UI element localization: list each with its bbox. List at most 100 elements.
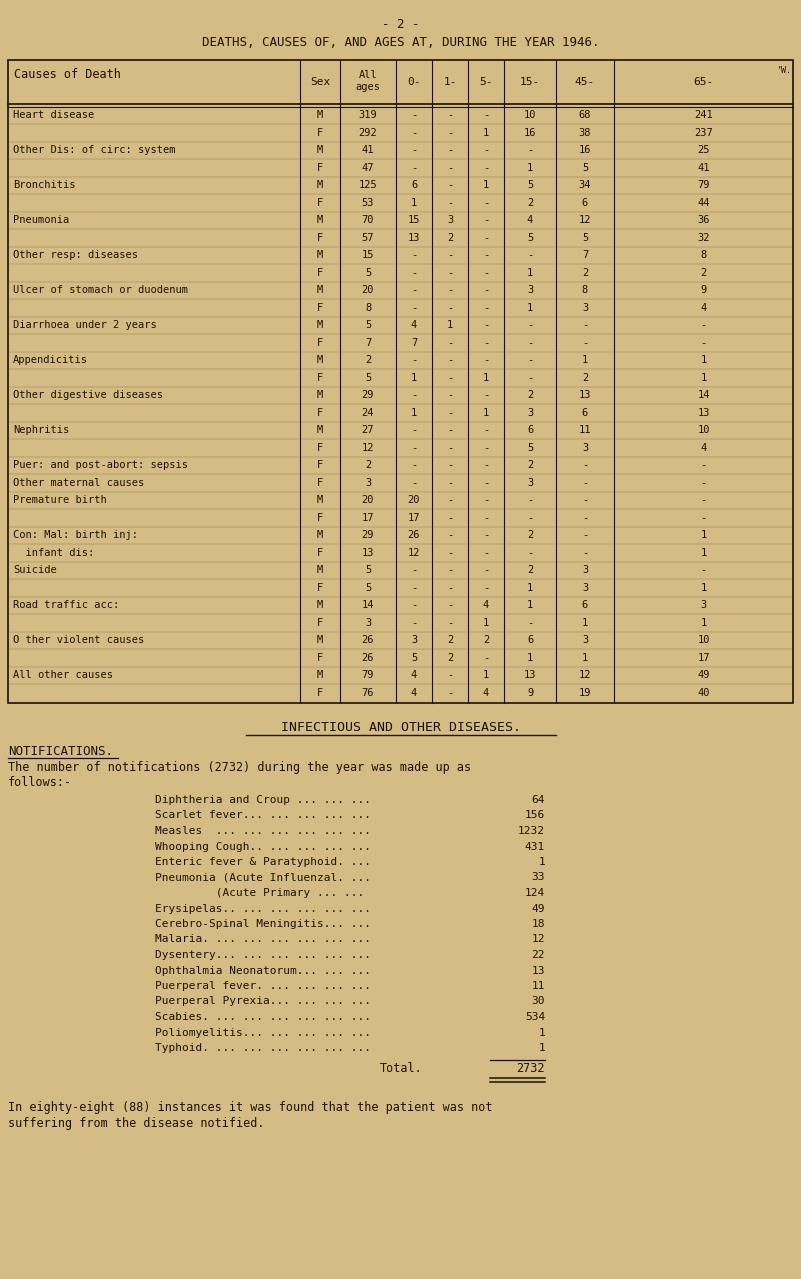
Text: -: - xyxy=(483,513,489,523)
Text: 3: 3 xyxy=(582,583,588,592)
Text: Typhoid. ... ... ... ... ... ...: Typhoid. ... ... ... ... ... ... xyxy=(155,1042,371,1053)
Text: -: - xyxy=(447,565,453,576)
Text: -: - xyxy=(483,162,489,173)
Text: -: - xyxy=(527,338,533,348)
Text: 2: 2 xyxy=(527,565,533,576)
Text: 65-: 65- xyxy=(694,77,714,87)
Text: -: - xyxy=(447,688,453,698)
Text: 1-: 1- xyxy=(443,77,457,87)
Text: M: M xyxy=(317,215,323,225)
Text: 3: 3 xyxy=(365,478,371,487)
Text: F: F xyxy=(317,303,323,313)
Text: INFECTIOUS AND OTHER DISEASES.: INFECTIOUS AND OTHER DISEASES. xyxy=(281,721,521,734)
Text: 2: 2 xyxy=(447,636,453,645)
Text: 0-: 0- xyxy=(407,77,421,87)
Text: 2: 2 xyxy=(365,356,371,366)
Text: 8: 8 xyxy=(700,251,706,260)
Text: F: F xyxy=(317,478,323,487)
Text: -: - xyxy=(447,128,453,138)
Text: 1: 1 xyxy=(700,547,706,558)
Text: NOTIFICATIONS.: NOTIFICATIONS. xyxy=(8,744,113,758)
Text: 2: 2 xyxy=(527,198,533,207)
Text: 1: 1 xyxy=(582,652,588,663)
Text: 26: 26 xyxy=(362,652,374,663)
Text: -: - xyxy=(483,583,489,592)
Text: M: M xyxy=(317,636,323,645)
Text: 12: 12 xyxy=(408,547,421,558)
Text: Puerperal Pyrexia... ... ... ...: Puerperal Pyrexia... ... ... ... xyxy=(155,996,371,1007)
Text: 16: 16 xyxy=(524,128,536,138)
Text: F: F xyxy=(317,233,323,243)
Text: -: - xyxy=(411,478,417,487)
Text: 10: 10 xyxy=(524,110,536,120)
Text: -: - xyxy=(483,251,489,260)
Text: 2: 2 xyxy=(527,531,533,540)
Text: -: - xyxy=(483,531,489,540)
Text: Suicide: Suicide xyxy=(13,565,57,576)
Text: 156: 156 xyxy=(525,811,545,821)
Text: 14: 14 xyxy=(362,600,374,610)
Text: Poliomyelitis... ... ... ... ...: Poliomyelitis... ... ... ... ... xyxy=(155,1027,371,1037)
Text: 1: 1 xyxy=(700,372,706,382)
Text: follows:-: follows:- xyxy=(8,776,72,789)
Text: 3: 3 xyxy=(365,618,371,628)
Text: Whooping Cough.. ... ... ... ...: Whooping Cough.. ... ... ... ... xyxy=(155,842,371,852)
Text: -: - xyxy=(411,390,417,400)
Text: 1: 1 xyxy=(527,162,533,173)
Text: -: - xyxy=(411,425,417,435)
Text: 17: 17 xyxy=(697,652,710,663)
Text: 2: 2 xyxy=(483,636,489,645)
Text: 13: 13 xyxy=(579,390,591,400)
Text: 1: 1 xyxy=(527,303,533,313)
Text: F: F xyxy=(317,338,323,348)
Text: 1: 1 xyxy=(700,531,706,540)
Text: 1: 1 xyxy=(538,857,545,867)
Text: Other digestive diseases: Other digestive diseases xyxy=(13,390,163,400)
Text: 76: 76 xyxy=(362,688,374,698)
Text: -: - xyxy=(700,460,706,471)
Text: -: - xyxy=(411,443,417,453)
Text: 32: 32 xyxy=(697,233,710,243)
Text: 1: 1 xyxy=(527,267,533,278)
Text: 4: 4 xyxy=(700,303,706,313)
Text: 1: 1 xyxy=(538,1042,545,1053)
Text: 41: 41 xyxy=(697,162,710,173)
Text: 1232: 1232 xyxy=(518,826,545,836)
Text: Measles  ... ... ... ... ... ...: Measles ... ... ... ... ... ... xyxy=(155,826,371,836)
Text: F: F xyxy=(317,408,323,418)
Text: 22: 22 xyxy=(532,950,545,961)
Text: 241: 241 xyxy=(694,110,713,120)
Text: M: M xyxy=(317,180,323,191)
Text: All other causes: All other causes xyxy=(13,670,113,680)
Text: 2: 2 xyxy=(582,372,588,382)
Text: -: - xyxy=(700,495,706,505)
Text: -: - xyxy=(483,460,489,471)
Text: 1: 1 xyxy=(447,320,453,330)
Text: 1: 1 xyxy=(700,583,706,592)
Text: -: - xyxy=(447,670,453,680)
Text: Road traffic acc:: Road traffic acc: xyxy=(13,600,119,610)
Text: -: - xyxy=(527,251,533,260)
Text: -: - xyxy=(483,146,489,155)
Text: 431: 431 xyxy=(525,842,545,852)
Text: 1: 1 xyxy=(411,408,417,418)
Text: 3: 3 xyxy=(447,215,453,225)
Text: 5: 5 xyxy=(527,233,533,243)
Text: 7: 7 xyxy=(365,338,371,348)
Text: 13: 13 xyxy=(524,670,536,680)
Text: -: - xyxy=(582,338,588,348)
Text: 4: 4 xyxy=(483,600,489,610)
Text: -: - xyxy=(411,600,417,610)
Text: 2: 2 xyxy=(527,390,533,400)
Text: Bronchitis: Bronchitis xyxy=(13,180,75,191)
Text: 4: 4 xyxy=(700,443,706,453)
Text: -: - xyxy=(447,267,453,278)
Text: 1: 1 xyxy=(527,600,533,610)
Text: 1: 1 xyxy=(527,583,533,592)
Text: 4: 4 xyxy=(411,670,417,680)
Text: 5: 5 xyxy=(365,583,371,592)
Text: -: - xyxy=(447,110,453,120)
Text: 534: 534 xyxy=(525,1012,545,1022)
Text: 49: 49 xyxy=(697,670,710,680)
Text: Scabies. ... ... ... ... ... ...: Scabies. ... ... ... ... ... ... xyxy=(155,1012,371,1022)
